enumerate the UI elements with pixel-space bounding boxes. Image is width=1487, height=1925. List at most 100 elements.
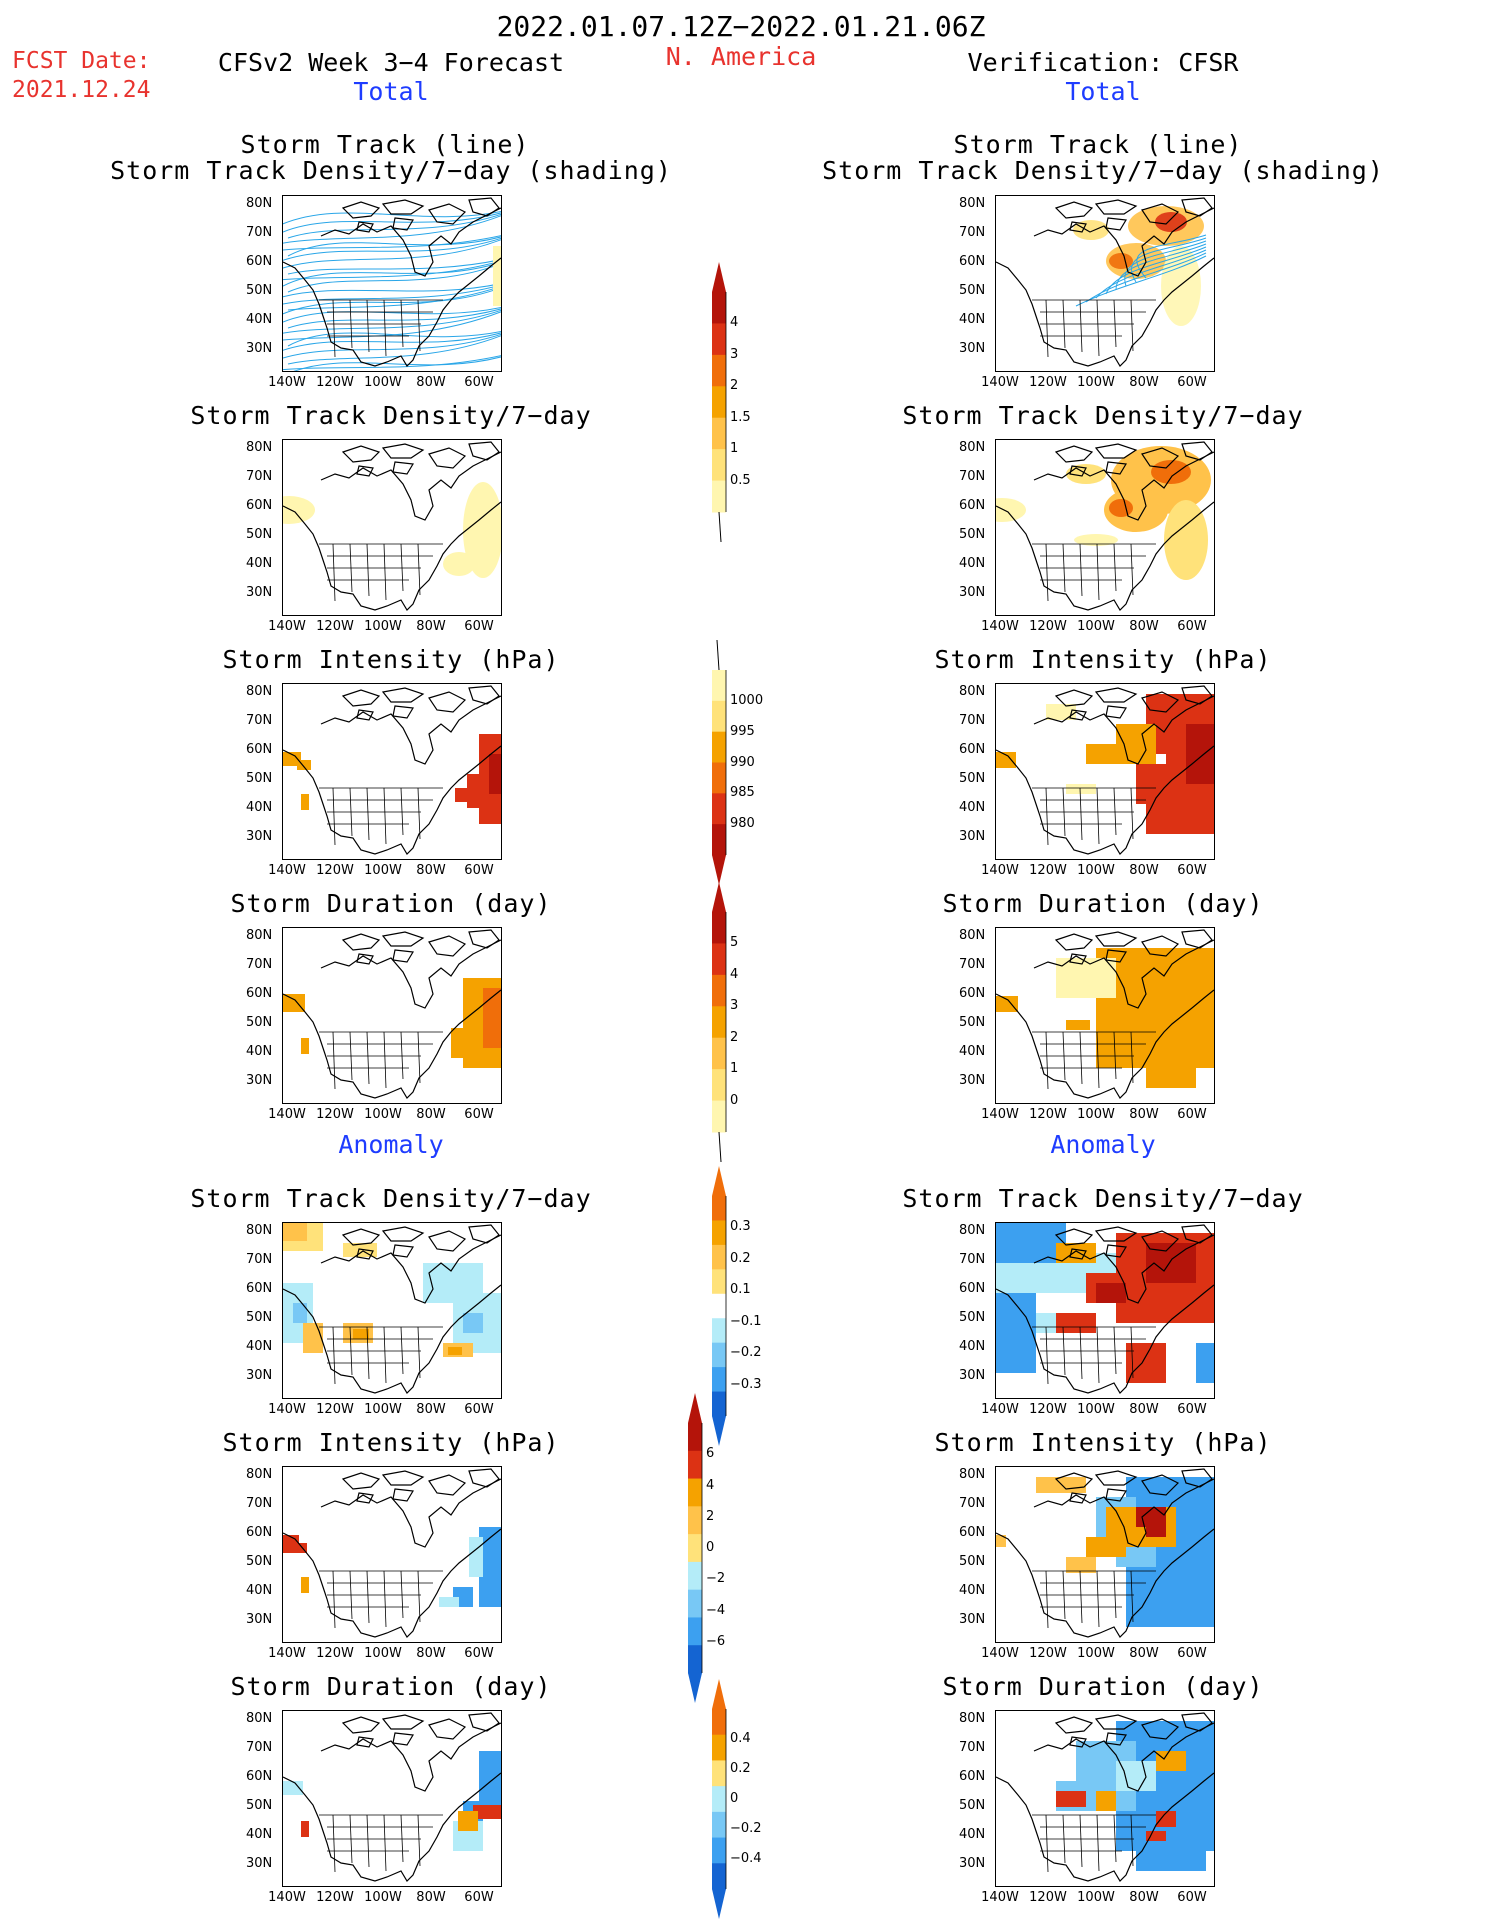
lon-tick-label: 120W — [316, 1890, 354, 1905]
lon-tick-label: 80W — [416, 1402, 446, 1417]
colorbar-tick-label: 2 — [730, 378, 739, 394]
lat-tick-label: 50N — [246, 1798, 273, 1813]
colorbar-segment — [712, 1391, 726, 1417]
colorbar-svg — [712, 1679, 727, 1919]
lat-tick-label: 30N — [246, 1368, 273, 1383]
lat-tick-label: 50N — [246, 771, 273, 786]
panel-title-track-line-left: Storm Track (line) — [240, 130, 530, 159]
colorbar-tick-label: 985 — [730, 785, 755, 801]
colorbar-bottom-arrow — [688, 1673, 702, 1703]
colorbar-tick-label: −0.3 — [730, 1376, 762, 1392]
lon-tick-label: 140W — [268, 619, 306, 634]
colorbar-segment — [712, 731, 726, 763]
lon-tick-label: 100W — [1077, 1890, 1115, 1905]
coastline — [996, 685, 1214, 855]
lat-tick-label: 80N — [959, 1223, 986, 1238]
lat-tick-label: 70N — [959, 713, 986, 728]
panel-title-intensity-anom-left: Storm Intensity (hPa) — [222, 1428, 560, 1457]
lat-tick-label: 60N — [959, 986, 986, 1001]
lat-tick-label: 60N — [246, 498, 273, 513]
lon-tick-label: 100W — [1077, 863, 1115, 878]
lat-tick-label: 50N — [959, 1798, 986, 1813]
colorbar-segment — [688, 1534, 702, 1563]
lon-tick-label: 120W — [1029, 375, 1067, 390]
colorbar-segment — [712, 1269, 726, 1295]
colorbar-segment — [712, 1244, 726, 1270]
colorbar-segment — [712, 793, 726, 825]
colorbar-intensity-anomaly: 6 4 2 0 −2 −4 −6 — [688, 1393, 768, 1703]
panel-title-duration-anom-left: Storm Duration (day) — [230, 1672, 552, 1701]
lon-tick-label: 100W — [1077, 619, 1115, 634]
map-track-line-forecast — [282, 195, 502, 372]
lat-tick-label: 40N — [959, 556, 986, 571]
colorbar-svg — [712, 640, 727, 885]
colorbar-segment — [712, 1367, 726, 1393]
lat-tick-label: 60N — [959, 742, 986, 757]
colorbar-tick-label: 1.5 — [730, 409, 751, 425]
colorbar-segment — [712, 323, 726, 356]
map-canvas — [996, 1712, 1214, 1882]
map-density-verification — [995, 439, 1215, 616]
lat-tick-label: 50N — [959, 1310, 986, 1325]
panel-title-duration-left: Storm Duration (day) — [230, 889, 552, 918]
lat-tick-label: 40N — [959, 1583, 986, 1598]
lat-tick-label: 80N — [246, 684, 273, 699]
lat-tick-label: 70N — [246, 1252, 273, 1267]
lat-tick-label: 30N — [246, 1073, 273, 1088]
lat-tick-label: 80N — [959, 1467, 986, 1482]
panel-title-density-left: Storm Track Density/7−day — [190, 401, 592, 430]
lon-tick-label: 100W — [364, 1646, 402, 1661]
right-total-label: Total — [1065, 77, 1141, 106]
lat-tick-label: 70N — [246, 1740, 273, 1755]
colorbar-tick-label: 4 — [730, 315, 739, 331]
lon-tick-label: 60W — [464, 1107, 494, 1122]
lon-tick-label: 60W — [1177, 375, 1207, 390]
colorbar-density-anomaly: 0.3 0.2 0.1 −0.1 −0.2 −0.3 — [712, 1166, 792, 1446]
colorbar-segment — [712, 1709, 726, 1736]
lon-tick-label: 100W — [364, 863, 402, 878]
right-anomaly-label: Anomaly — [1050, 1130, 1156, 1159]
lat-tick-label: 60N — [246, 986, 273, 1001]
colorbar-top-arrow — [712, 882, 726, 912]
lat-tick-label: 80N — [959, 440, 986, 455]
colorbar-segment — [712, 1006, 726, 1039]
lon-tick-label: 140W — [981, 375, 1019, 390]
map-intensity-forecast — [282, 683, 502, 860]
state-borders — [319, 1814, 443, 1873]
colorbar-tick-label: 4 — [730, 966, 739, 982]
lon-tick-label: 120W — [1029, 863, 1067, 878]
lon-tick-label: 100W — [1077, 1646, 1115, 1661]
lat-tick-label: 50N — [246, 527, 273, 542]
colorbar-segment — [712, 386, 726, 419]
coastline — [283, 1468, 501, 1638]
lat-tick-label: 70N — [959, 1252, 986, 1267]
lat-tick-label: 80N — [246, 928, 273, 943]
lat-tick-label: 40N — [246, 1044, 273, 1059]
colorbar-top-arrow — [712, 1679, 726, 1709]
colorbar-segment — [688, 1506, 702, 1535]
map-intensity-verification — [995, 683, 1215, 860]
map-canvas — [996, 1468, 1214, 1638]
lon-tick-label: 60W — [1177, 1890, 1207, 1905]
map-duration-anomaly-verification — [995, 1710, 1215, 1887]
lat-tick-label: 60N — [959, 1281, 986, 1296]
colorbar-segment — [712, 1734, 726, 1761]
colorbar-segment — [712, 1069, 726, 1102]
panel-title-track-shading-right: Storm Track Density/7−day (shading) — [822, 156, 1384, 185]
lon-tick-label: 120W — [316, 375, 354, 390]
colorbar-segment — [712, 1786, 726, 1813]
lon-tick-label: 100W — [364, 375, 402, 390]
colorbar-segment — [688, 1589, 702, 1618]
colorbar-segment — [712, 700, 726, 733]
lat-tick-label: 80N — [246, 196, 273, 211]
lat-tick-label: 40N — [959, 800, 986, 815]
colorbar-tick-label: 980 — [730, 816, 755, 832]
lat-tick-label: 60N — [959, 1769, 986, 1784]
colorbar-top-arrow — [712, 1166, 726, 1196]
colorbar-tick-label: 1 — [730, 1061, 739, 1077]
colorbar-density: 4 3 2 1.5 1 0.5 — [712, 262, 792, 542]
coastline — [996, 197, 1214, 367]
state-borders — [319, 299, 443, 358]
colorbar-segment — [712, 449, 726, 482]
colorbar-segment — [712, 1760, 726, 1787]
